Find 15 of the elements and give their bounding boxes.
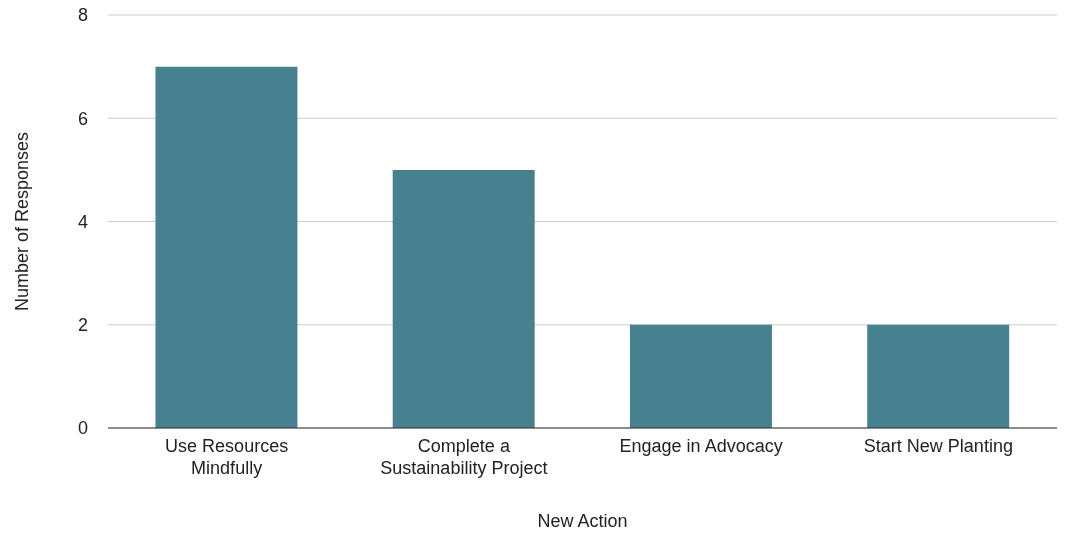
x-tick-label: Start New Planting [863, 436, 1013, 456]
y-tick-label: 2 [77, 315, 88, 336]
bar [867, 324, 1010, 428]
y-tick-label: 0 [77, 418, 88, 439]
x-tick-label: Engage in Advocacy [619, 436, 783, 456]
x-tick-label: Complete a Sustainability Project [380, 436, 548, 478]
bar [392, 169, 535, 428]
y-axis-title: Number of Responses [12, 131, 33, 312]
bar [155, 66, 298, 428]
y-tick-label: 8 [77, 5, 88, 26]
y-tick-label: 4 [77, 211, 88, 232]
x-axis-title: New Action [537, 511, 628, 531]
x-tick-label: Use Resources Mindfully [165, 436, 289, 478]
bar [629, 324, 772, 428]
y-tick-label: 6 [77, 108, 88, 129]
